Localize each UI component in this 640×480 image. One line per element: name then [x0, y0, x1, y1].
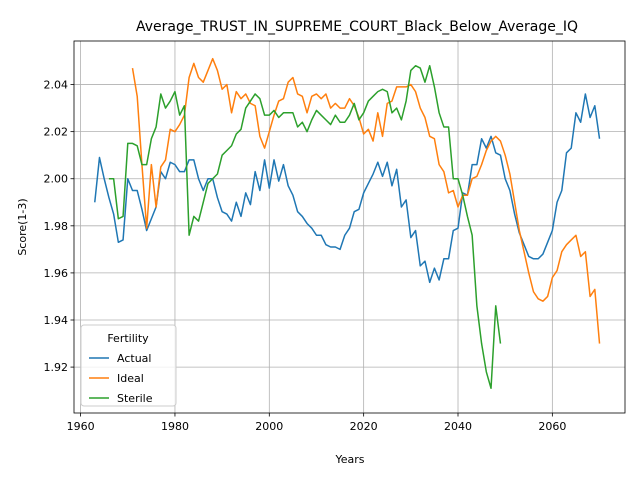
- y-tick-label: 2.00: [44, 173, 69, 186]
- grid: [74, 41, 625, 413]
- legend-label-sterile: Sterile: [117, 392, 153, 405]
- legend: Fertility Actual Ideal Sterile: [80, 324, 177, 407]
- series-line-sterile: [108, 64, 502, 390]
- y-tick-label: 1.96: [44, 267, 69, 280]
- x-tick-label: 2020: [350, 420, 378, 433]
- x-tick-label: 2040: [444, 420, 472, 433]
- chart-title: Average_TRUST_IN_SUPREME_COURT_Black_Bel…: [136, 19, 578, 35]
- y-tick-label: 1.98: [44, 220, 69, 233]
- plot-frame: [73, 40, 626, 414]
- legend-label-ideal: Ideal: [117, 372, 144, 385]
- y-tick-label: 2.02: [44, 126, 69, 139]
- y-axis-ticks: 1.92 1.94 1.96 1.98 2.00 2.02 2.04: [44, 79, 74, 374]
- series-line-ideal: [131, 57, 601, 344]
- x-axis-label: Years: [334, 453, 364, 466]
- x-tick-label: 1960: [67, 420, 95, 433]
- x-tick-label: 2060: [538, 420, 566, 433]
- legend-box: [80, 324, 177, 407]
- y-tick-label: 1.92: [44, 361, 69, 374]
- x-tick-label: 1980: [161, 420, 189, 433]
- x-tick-label: 2000: [255, 420, 283, 433]
- series-lines: [94, 57, 601, 390]
- y-tick-label: 1.94: [44, 314, 69, 327]
- x-axis-ticks: 1960 1980 2000 2020 2040 2060: [67, 413, 566, 433]
- y-axis-label: Score(1-3): [16, 198, 29, 255]
- legend-label-actual: Actual: [117, 352, 151, 365]
- series-line-actual: [94, 93, 601, 284]
- y-tick-label: 2.04: [44, 79, 69, 92]
- legend-title: Fertility: [107, 332, 149, 345]
